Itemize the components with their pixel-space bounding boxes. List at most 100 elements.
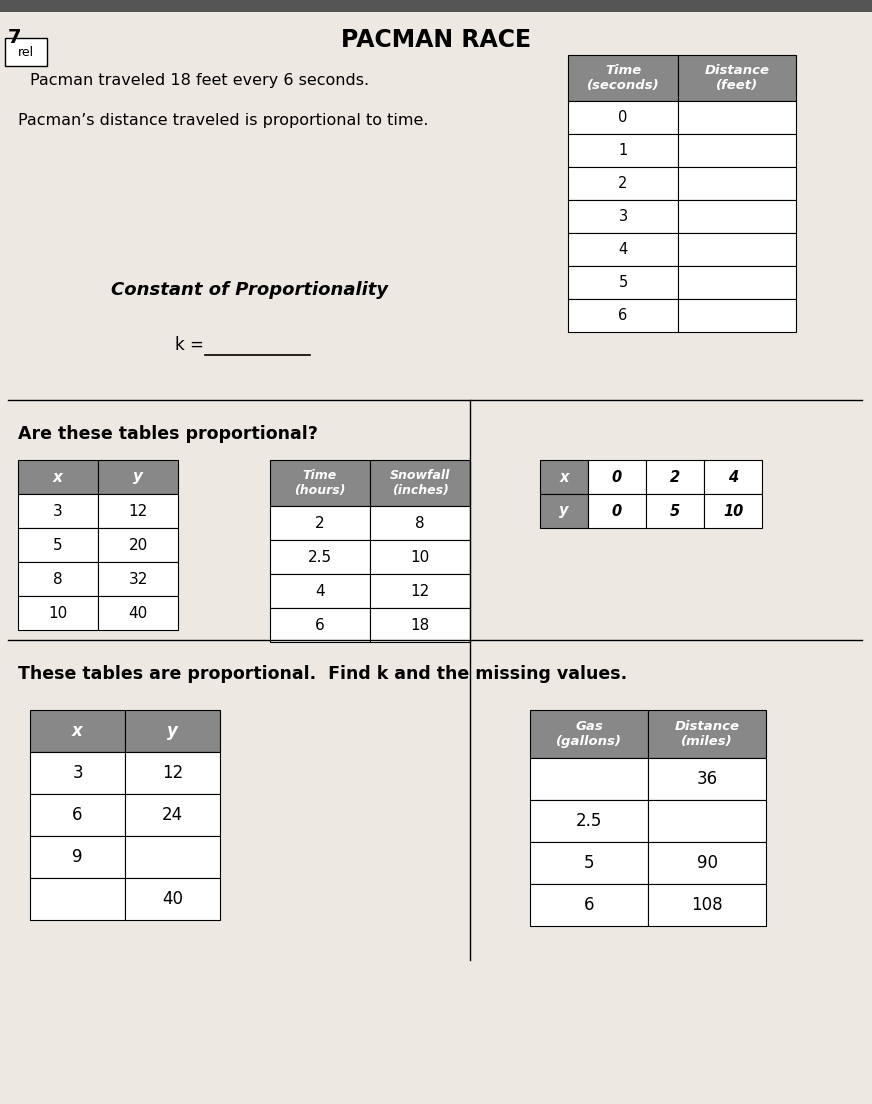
Text: 10: 10	[48, 605, 68, 620]
Bar	[678, 200, 796, 233]
Bar	[98, 460, 178, 493]
Bar	[678, 233, 796, 266]
Text: Are these tables proportional?: Are these tables proportional?	[18, 425, 318, 443]
Text: 40: 40	[162, 890, 183, 907]
Text: x: x	[72, 722, 83, 740]
Bar	[568, 100, 678, 134]
Bar	[568, 55, 678, 100]
Bar	[588, 460, 646, 493]
Bar	[678, 167, 796, 200]
Bar	[648, 758, 766, 800]
Bar	[568, 167, 678, 200]
Text: 40: 40	[128, 605, 147, 620]
Bar	[5, 38, 47, 66]
Text: 24: 24	[162, 806, 183, 824]
Text: 1: 1	[618, 144, 628, 158]
Text: y: y	[559, 503, 569, 519]
Text: x: x	[53, 469, 63, 485]
Bar	[18, 596, 98, 630]
Text: 9: 9	[72, 848, 83, 866]
Bar	[530, 884, 648, 926]
Bar	[98, 596, 178, 630]
Text: 2.5: 2.5	[308, 550, 332, 564]
Text: 4: 4	[315, 584, 324, 598]
Text: 3: 3	[53, 503, 63, 519]
Bar	[530, 800, 648, 842]
Text: Pacman’s distance traveled is proportional to time.: Pacman’s distance traveled is proportion…	[18, 113, 428, 127]
Text: 2.5: 2.5	[576, 813, 603, 830]
Text: 32: 32	[128, 572, 147, 586]
Bar	[270, 506, 370, 540]
Bar	[568, 134, 678, 167]
Text: y: y	[133, 469, 143, 485]
Text: Distance
(miles): Distance (miles)	[675, 720, 739, 749]
Bar	[30, 836, 125, 878]
Text: 5: 5	[618, 275, 628, 290]
Bar	[678, 100, 796, 134]
Bar	[0, 0, 872, 12]
Text: 20: 20	[128, 538, 147, 552]
Text: 4: 4	[728, 469, 738, 485]
Bar	[370, 574, 470, 608]
Bar	[568, 233, 678, 266]
Text: y: y	[167, 722, 178, 740]
Bar	[270, 460, 370, 506]
Text: Time
(seconds): Time (seconds)	[587, 64, 659, 92]
Bar	[370, 460, 470, 506]
Bar	[30, 794, 125, 836]
Text: Snowfall
(inches): Snowfall (inches)	[390, 469, 450, 497]
Bar	[98, 562, 178, 596]
Text: Constant of Proportionality: Constant of Proportionality	[112, 282, 389, 299]
Bar	[530, 842, 648, 884]
Text: These tables are proportional.  Find k and the missing values.: These tables are proportional. Find k an…	[18, 665, 627, 683]
Bar	[568, 200, 678, 233]
Bar	[648, 884, 766, 926]
Text: 36: 36	[697, 769, 718, 788]
Text: 0: 0	[618, 110, 628, 125]
Text: 8: 8	[415, 516, 425, 531]
Bar	[30, 710, 125, 752]
Bar	[678, 299, 796, 332]
Text: Distance
(feet): Distance (feet)	[705, 64, 769, 92]
Text: 10: 10	[411, 550, 430, 564]
Bar	[648, 710, 766, 758]
Text: 8: 8	[53, 572, 63, 586]
Bar	[370, 608, 470, 643]
Text: 2: 2	[315, 516, 324, 531]
Text: 108: 108	[691, 896, 723, 914]
Text: 5: 5	[670, 503, 680, 519]
Bar	[540, 460, 588, 493]
Bar	[568, 299, 678, 332]
Text: 12: 12	[128, 503, 147, 519]
Bar	[588, 493, 646, 528]
Bar	[125, 878, 220, 920]
Text: 5: 5	[53, 538, 63, 552]
Text: PACMAN RACE: PACMAN RACE	[341, 28, 531, 52]
Bar	[98, 493, 178, 528]
Bar	[370, 506, 470, 540]
Bar	[18, 460, 98, 493]
Bar	[125, 794, 220, 836]
Bar	[18, 528, 98, 562]
Bar	[648, 800, 766, 842]
Text: 0: 0	[612, 469, 622, 485]
Bar	[648, 842, 766, 884]
Text: Time
(hours): Time (hours)	[294, 469, 346, 497]
Bar	[125, 752, 220, 794]
Text: 6: 6	[315, 617, 325, 633]
Bar	[704, 493, 762, 528]
Bar	[98, 528, 178, 562]
Bar	[568, 266, 678, 299]
Text: 18: 18	[411, 617, 430, 633]
Text: rel: rel	[18, 45, 34, 59]
Bar	[530, 758, 648, 800]
Bar	[270, 540, 370, 574]
Text: 4: 4	[618, 242, 628, 257]
Bar	[270, 574, 370, 608]
Bar	[18, 562, 98, 596]
Text: 6: 6	[583, 896, 594, 914]
Text: 3: 3	[72, 764, 83, 782]
Text: k =: k =	[175, 336, 209, 354]
Text: 12: 12	[162, 764, 183, 782]
Bar	[646, 493, 704, 528]
